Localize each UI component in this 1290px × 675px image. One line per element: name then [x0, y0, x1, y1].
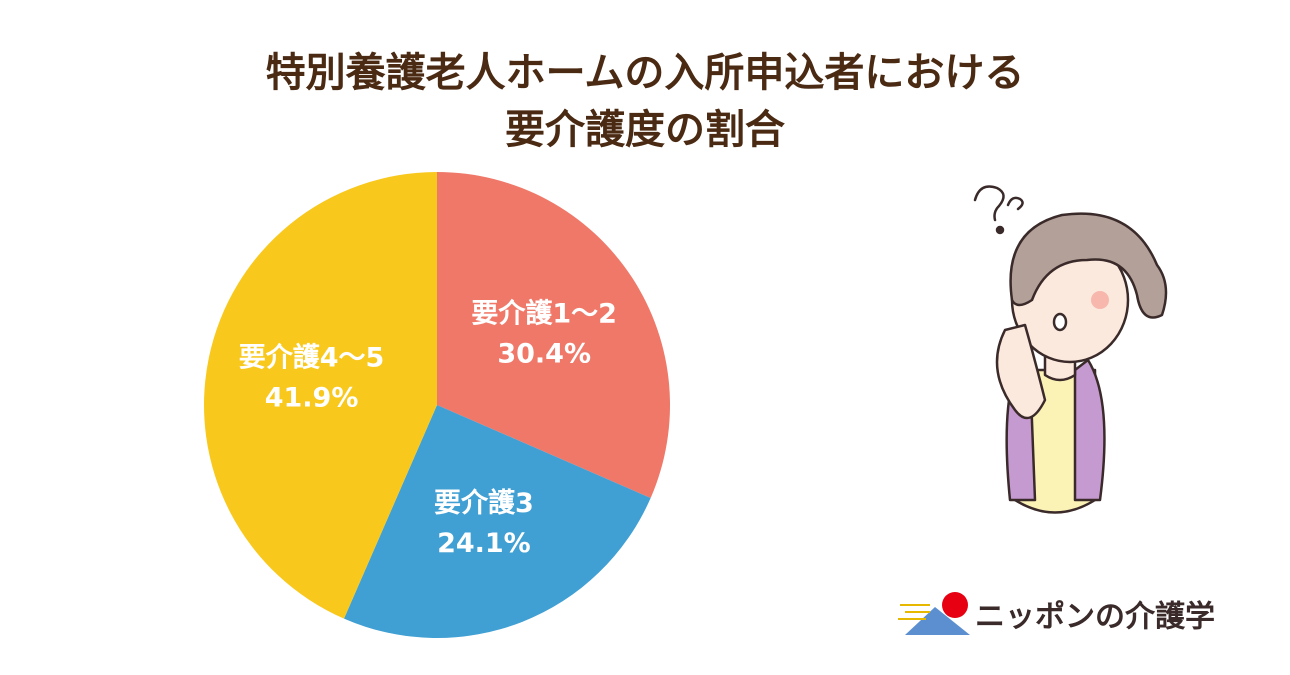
value-label: 30.4% [497, 338, 591, 369]
slice-label: 要介護1～2 [471, 297, 617, 329]
pie-slice [437, 172, 670, 499]
logo-icon [898, 592, 970, 635]
slice-label: 要介護3 [434, 487, 534, 519]
value-label: 41.9% [265, 382, 359, 413]
logo-text: ニッポンの介護学 [975, 600, 1215, 635]
pie [204, 172, 670, 638]
pie-slice [343, 405, 651, 638]
slice-label: 要介護4～5 [239, 341, 385, 373]
value-label: 24.1% [437, 528, 531, 559]
chart-title: 特別養護老人ホームの入所申込者における [266, 50, 1025, 96]
illustration [973, 185, 1168, 514]
chart-title: 要介護度の割合 [505, 107, 785, 153]
pie-slice [204, 172, 437, 619]
